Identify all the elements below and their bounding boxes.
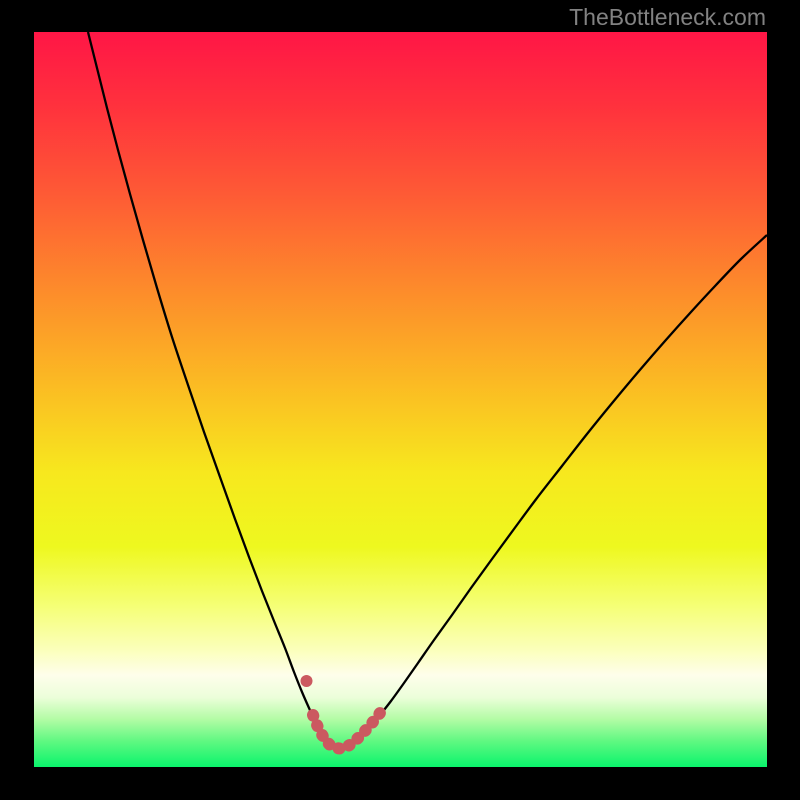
chart-frame xyxy=(34,32,767,767)
chart-svg xyxy=(34,32,767,767)
bottleneck-band xyxy=(313,713,380,749)
plot-area xyxy=(34,32,767,767)
bottleneck-curve xyxy=(88,32,767,749)
bottleneck-dot xyxy=(301,675,313,687)
watermark-text: TheBottleneck.com xyxy=(569,4,766,31)
